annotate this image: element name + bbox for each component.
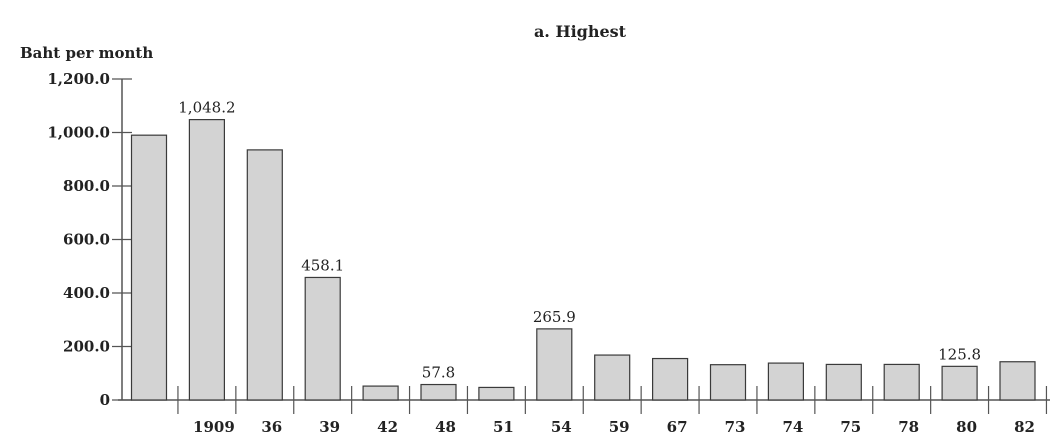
bar bbox=[363, 386, 398, 400]
y-axis-label: Baht per month bbox=[20, 44, 153, 62]
bar bbox=[595, 355, 630, 400]
bar bbox=[421, 385, 456, 400]
data-label: 1,048.2 bbox=[178, 99, 235, 117]
x-tick-label: 67 bbox=[667, 418, 688, 436]
x-tick-label: 74 bbox=[782, 418, 803, 436]
bar bbox=[189, 120, 224, 400]
bar bbox=[884, 364, 919, 400]
x-tick-label: 48 bbox=[435, 418, 456, 436]
bars bbox=[132, 120, 1050, 400]
data-label: 57.8 bbox=[422, 364, 455, 382]
bar bbox=[537, 329, 572, 400]
bar bbox=[305, 277, 340, 400]
y-tick-label: 600.0 bbox=[63, 231, 110, 249]
x-tick-label: 51 bbox=[493, 418, 514, 436]
bar bbox=[711, 365, 746, 400]
bar bbox=[479, 387, 514, 400]
x-tick-label: 75 bbox=[840, 418, 861, 436]
data-labels: 1,048.2 458.1 57.8 265.9 125.8 bbox=[178, 99, 981, 382]
bar bbox=[768, 363, 803, 400]
x-tick-label: 82 bbox=[1014, 418, 1035, 436]
x-tick-label: 39 bbox=[319, 418, 340, 436]
data-label: 458.1 bbox=[301, 256, 344, 274]
y-tick-label: 800.0 bbox=[63, 177, 110, 195]
x-tick-label: 1909 bbox=[193, 418, 235, 436]
x-tick-label: 42 bbox=[377, 418, 398, 436]
bar bbox=[132, 135, 167, 400]
y-tick-label: 1,200.0 bbox=[47, 70, 110, 88]
x-tick-label: 80 bbox=[956, 418, 977, 436]
y-tick-label: 0 bbox=[100, 391, 110, 409]
x-tick-label: 36 bbox=[261, 418, 282, 436]
bar bbox=[1000, 362, 1035, 400]
x-tick-label: 73 bbox=[725, 418, 746, 436]
bar bbox=[826, 364, 861, 400]
bar bbox=[942, 366, 977, 400]
y-tick-label: 200.0 bbox=[63, 338, 110, 356]
y-axis-ticks: 0 200.0 400.0 600.0 800.0 1,000.0 1,200.0 bbox=[47, 70, 132, 409]
x-tick-label: 78 bbox=[898, 418, 919, 436]
data-label: 265.9 bbox=[533, 308, 576, 326]
chart-title: a. Highest bbox=[534, 22, 627, 41]
x-tick-label: 54 bbox=[551, 418, 572, 436]
bar bbox=[247, 150, 282, 400]
y-tick-label: 400.0 bbox=[63, 284, 110, 302]
y-tick-label: 1,000.0 bbox=[47, 124, 110, 142]
x-tick-label: 59 bbox=[609, 418, 630, 436]
data-label: 125.8 bbox=[938, 345, 981, 363]
bar bbox=[653, 359, 688, 400]
